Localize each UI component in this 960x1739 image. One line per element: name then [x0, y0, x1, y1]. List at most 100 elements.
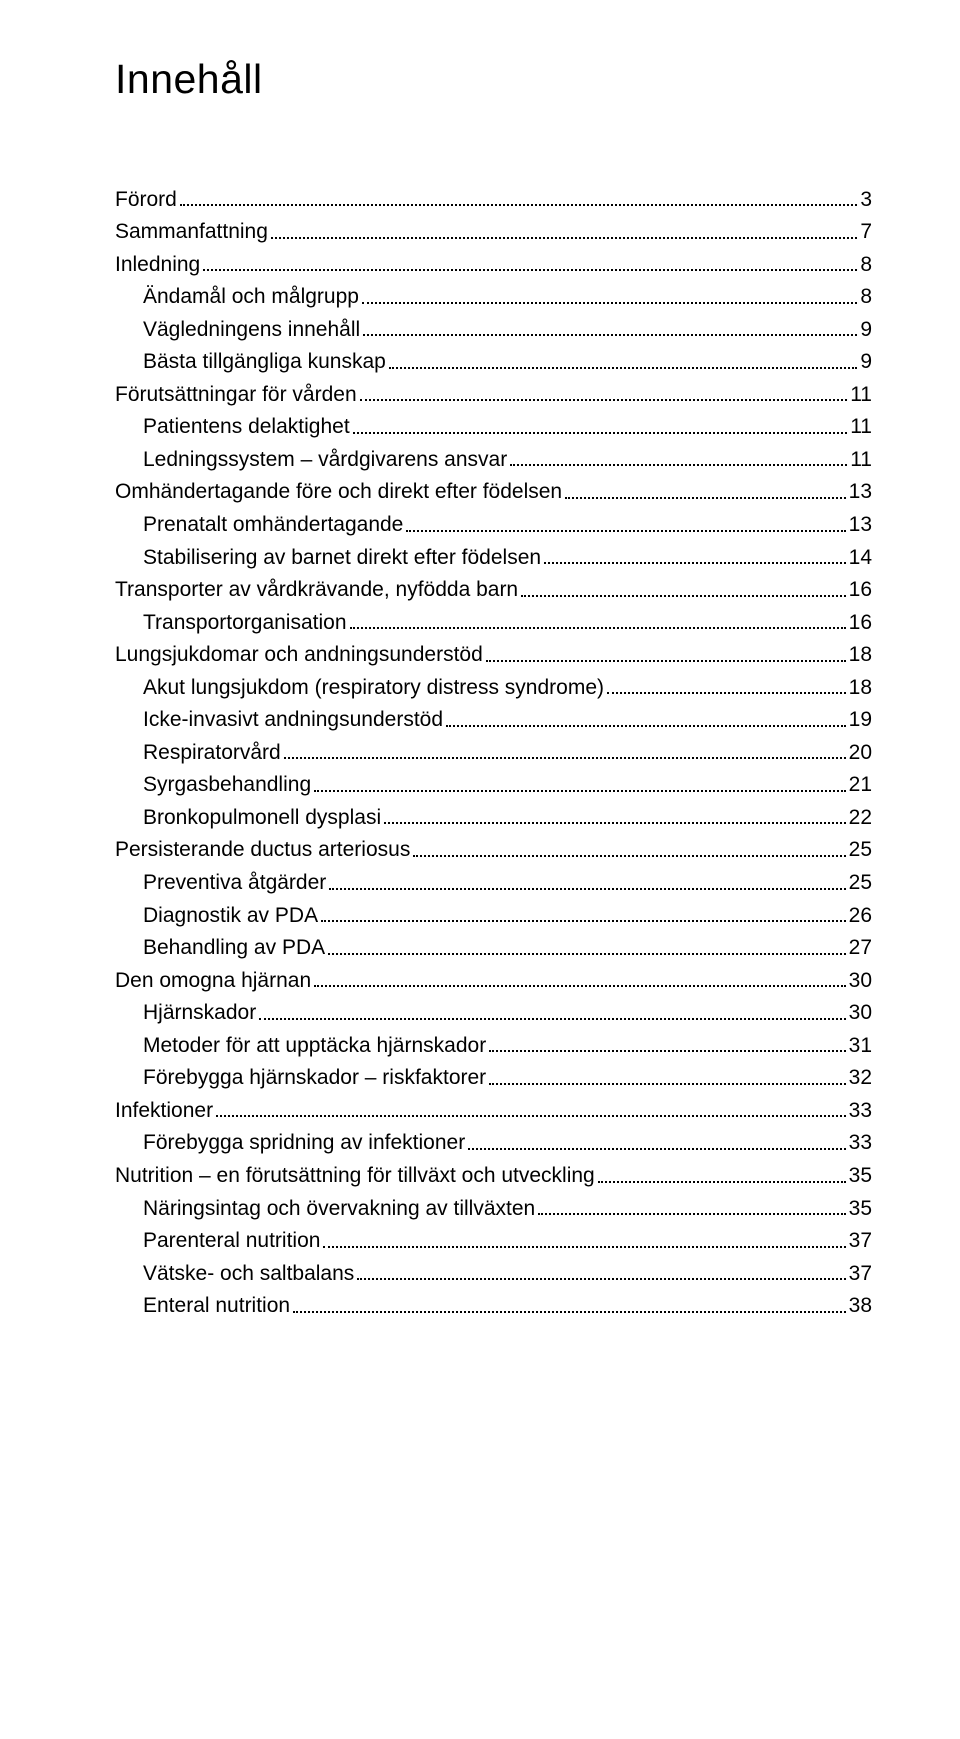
toc-row: Parenteral nutrition 37 — [115, 1225, 872, 1258]
toc-leader — [384, 822, 846, 824]
toc-row: Förutsättningar för vården 11 — [115, 379, 872, 412]
toc-row: Persisterande ductus arteriosus 25 — [115, 834, 872, 867]
toc-label: Vägledningens innehåll — [143, 314, 360, 347]
toc-page: 37 — [849, 1258, 872, 1291]
toc-leader — [544, 562, 846, 564]
toc-row: Förebygga spridning av infektioner 33 — [115, 1127, 872, 1160]
toc-row: Prenatalt omhändertagande13 — [115, 509, 872, 542]
toc-leader — [271, 237, 857, 239]
toc-page: 26 — [849, 900, 872, 933]
toc-leader — [180, 204, 857, 206]
toc-label: Ändamål och målgrupp — [143, 281, 359, 314]
toc-page: 13 — [849, 476, 872, 509]
toc-label: Parenteral nutrition — [143, 1225, 320, 1258]
toc-page: 16 — [849, 607, 872, 640]
toc-row: Förord 3 — [115, 184, 872, 217]
toc-page: 11 — [850, 379, 872, 412]
toc-row: Transportorganisation 16 — [115, 607, 872, 640]
toc-label: Transportorganisation — [143, 607, 347, 640]
toc-label: Respiratorvård — [143, 737, 281, 770]
toc-leader — [328, 953, 846, 955]
toc-row: Ledningssystem – vårdgivarens ansvar11 — [115, 444, 872, 477]
toc-leader — [486, 660, 846, 662]
toc-label: Bästa tillgängliga kunskap — [143, 346, 386, 379]
toc-page: 18 — [849, 639, 872, 672]
toc-page: 18 — [849, 672, 872, 705]
toc-label: Nutrition – en förutsättning för tillväx… — [115, 1160, 595, 1193]
toc-label: Hjärnskador — [143, 997, 256, 1030]
toc-row: Hjärnskador30 — [115, 997, 872, 1030]
toc-row: Bästa tillgängliga kunskap 9 — [115, 346, 872, 379]
toc-label: Preventiva åtgärder — [143, 867, 326, 900]
toc-label: Omhändertagande före och direkt efter fö… — [115, 476, 562, 509]
toc-row: Nutrition – en förutsättning för tillväx… — [115, 1160, 872, 1193]
toc-row: Akut lungsjukdom (respiratory distress s… — [115, 672, 872, 705]
toc-row: Vägledningens innehåll 9 — [115, 314, 872, 347]
toc-label: Förutsättningar för vården — [115, 379, 357, 412]
toc-leader — [360, 399, 848, 401]
toc-page: 22 — [849, 802, 872, 835]
toc-page: 9 — [860, 314, 872, 347]
toc-label: Diagnostik av PDA — [143, 900, 318, 933]
toc-leader — [521, 595, 846, 597]
toc-page: 32 — [849, 1062, 872, 1095]
toc-leader — [413, 855, 845, 857]
toc-row: Infektioner 33 — [115, 1095, 872, 1128]
toc-row: Sammanfattning 7 — [115, 216, 872, 249]
toc-leader — [406, 530, 845, 532]
page-title: Innehåll — [115, 48, 872, 112]
toc-page: 9 — [860, 346, 872, 379]
toc-page: 11 — [850, 411, 872, 444]
toc-row: Behandling av PDA 27 — [115, 932, 872, 965]
toc-page: 37 — [849, 1225, 872, 1258]
toc-leader — [321, 920, 846, 922]
toc-leader — [323, 1246, 845, 1248]
toc-row: Stabilisering av barnet direkt efter föd… — [115, 542, 872, 575]
toc-row: Bronkopulmonell dysplasi 22 — [115, 802, 872, 835]
toc-page: 7 — [860, 216, 872, 249]
toc-page: 3 — [860, 184, 872, 217]
toc-leader — [293, 1311, 846, 1313]
toc-label: Icke-invasivt andningsunderstöd — [143, 704, 443, 737]
toc-row: Ändamål och målgrupp8 — [115, 281, 872, 314]
toc-page: 19 — [849, 704, 872, 737]
toc-label: Förebygga hjärnskador – riskfaktorer — [143, 1062, 486, 1095]
toc-row: Respiratorvård 20 — [115, 737, 872, 770]
toc-page: 8 — [860, 249, 872, 282]
toc-leader — [216, 1115, 846, 1117]
toc-page: 31 — [849, 1030, 872, 1063]
table-of-contents: Förord3Sammanfattning7Inledning8Ändamål … — [115, 184, 872, 1323]
toc-leader — [353, 432, 848, 434]
toc-row: Transporter av vårdkrävande, nyfödda bar… — [115, 574, 872, 607]
toc-label: Infektioner — [115, 1095, 213, 1128]
toc-leader — [468, 1148, 845, 1150]
toc-label: Behandling av PDA — [143, 932, 325, 965]
toc-label: Enteral nutrition — [143, 1290, 290, 1323]
toc-leader — [538, 1213, 845, 1215]
toc-label: Förebygga spridning av infektioner — [143, 1127, 465, 1160]
toc-page: 13 — [849, 509, 872, 542]
toc-page: 33 — [849, 1127, 872, 1160]
toc-leader — [510, 464, 847, 466]
toc-page: 20 — [849, 737, 872, 770]
toc-leader — [357, 1278, 845, 1280]
toc-page: 35 — [849, 1160, 872, 1193]
toc-leader — [350, 627, 846, 629]
toc-leader — [565, 497, 846, 499]
toc-row: Den omogna hjärnan 30 — [115, 965, 872, 998]
toc-page: 25 — [849, 867, 872, 900]
toc-page: 30 — [849, 965, 872, 998]
toc-label: Bronkopulmonell dysplasi — [143, 802, 381, 835]
toc-label: Stabilisering av barnet direkt efter föd… — [143, 542, 541, 575]
toc-label: Sammanfattning — [115, 216, 268, 249]
toc-leader — [489, 1050, 845, 1052]
toc-label: Patientens delaktighet — [143, 411, 350, 444]
toc-page: 27 — [849, 932, 872, 965]
toc-leader — [203, 269, 857, 271]
toc-page: 21 — [849, 769, 872, 802]
toc-row: Omhändertagande före och direkt efter fö… — [115, 476, 872, 509]
toc-label: Förord — [115, 184, 177, 217]
toc-label: Inledning — [115, 249, 200, 282]
toc-leader — [363, 334, 857, 336]
toc-row: Preventiva åtgärder 25 — [115, 867, 872, 900]
